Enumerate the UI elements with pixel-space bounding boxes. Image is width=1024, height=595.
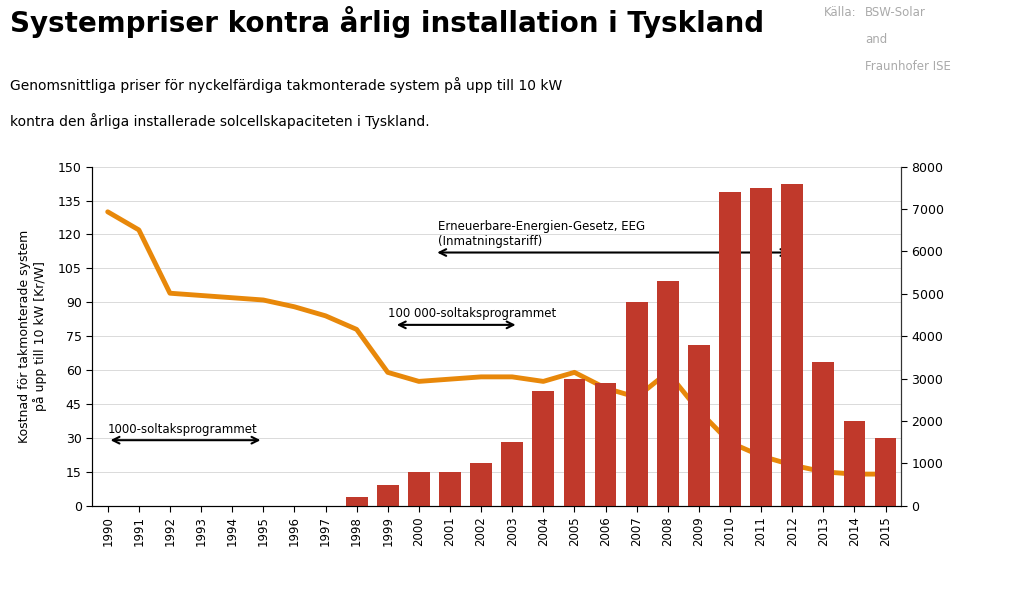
Bar bbox=[439, 472, 461, 506]
Text: Erneuerbare-Energien-Gesetz, EEG
(Inmatningstariff): Erneuerbare-Energien-Gesetz, EEG (Inmatn… bbox=[437, 220, 645, 248]
Bar bbox=[595, 383, 616, 506]
Bar bbox=[656, 281, 679, 506]
Text: 100 000-soltaksprogrammet: 100 000-soltaksprogrammet bbox=[388, 308, 556, 320]
Bar bbox=[874, 438, 896, 506]
Text: Källa:: Källa: bbox=[824, 6, 857, 19]
Bar bbox=[844, 421, 865, 506]
Bar bbox=[781, 183, 803, 506]
Text: Systempriser kontra årlig installation i Tyskland: Systempriser kontra årlig installation i… bbox=[10, 6, 764, 38]
Bar bbox=[346, 497, 368, 506]
Bar bbox=[408, 472, 430, 506]
Text: kontra den årliga installerade solcellskapaciteten i Tyskland.: kontra den årliga installerade solcellsk… bbox=[10, 113, 430, 129]
Text: and: and bbox=[865, 33, 888, 46]
Text: 1000-soltaksprogrammet: 1000-soltaksprogrammet bbox=[108, 422, 257, 436]
Bar bbox=[470, 464, 492, 506]
Text: BSW-Solar: BSW-Solar bbox=[865, 6, 926, 19]
Bar bbox=[719, 192, 741, 506]
Text: Fraunhofer ISE: Fraunhofer ISE bbox=[865, 60, 951, 73]
Bar bbox=[751, 188, 772, 506]
Bar bbox=[688, 345, 710, 506]
Y-axis label: Kostnad för takmonterade system
på upp till 10 kW [Kr/W]: Kostnad för takmonterade system på upp t… bbox=[17, 230, 47, 443]
Bar bbox=[812, 362, 835, 506]
Bar bbox=[502, 442, 523, 506]
Bar bbox=[377, 484, 398, 506]
Bar bbox=[532, 392, 554, 506]
Bar bbox=[626, 302, 647, 506]
Text: Genomsnittliga priser för nyckelfärdiga takmonterade system på upp till 10 kW: Genomsnittliga priser för nyckelfärdiga … bbox=[10, 77, 562, 93]
Bar bbox=[563, 378, 586, 506]
